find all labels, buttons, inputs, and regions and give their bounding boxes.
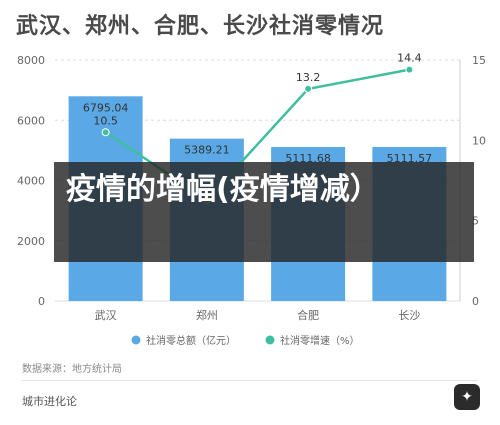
legend-marker-line [265,335,275,345]
x-tick-label: 武汉 [95,309,117,322]
x-tick-label: 长沙 [398,309,420,322]
growth-point-合肥 [304,84,313,93]
y-tick-label: 2000 [17,235,45,248]
legend-label-line: 社消零增速（%） [280,334,360,347]
bar-value-label: 5111.68 [285,152,331,165]
y2-tick-label: 10 [472,134,486,147]
y-tick-label: 6000 [17,114,45,127]
growth-point-长沙 [405,65,414,74]
headline-banner: 疫情的增幅(疫情增减） [54,162,474,262]
legend-marker-bar [131,335,141,345]
y2-tick-label: 0 [472,295,479,308]
headline-text: 疫情的增幅(疫情增减） [66,172,380,207]
y2-tick-label: 5 [472,215,479,228]
footer-divider [22,380,478,381]
bar-value-label: 5389.21 [184,144,230,157]
y-tick-label: 4000 [17,175,45,188]
y-tick-label: 8000 [17,54,45,67]
growth-point-武汉 [101,128,110,137]
brand-logo-icon: ✦ [454,384,480,410]
bar-value-label: 6795.04 [83,101,129,114]
legend-label-bar: 社消零总额（亿元） [146,334,236,347]
growth-value-label: 14.4 [397,52,422,65]
bar-value-label: 5111.57 [387,152,433,165]
x-tick-label: 合肥 [297,308,319,322]
brand-name: 城市进化论 [22,395,77,408]
y2-tick-label: 15 [472,54,486,67]
chart-title: 武汉、郑州、合肥、长沙社消零情况 [16,14,385,39]
x-tick-label: 郑州 [196,308,218,322]
growth-value-label: 10.5 [93,114,118,127]
growth-value-label: 13.2 [296,71,321,84]
source-note: 数据来源：地方统计局 [22,364,122,375]
y-tick-label: 0 [38,295,45,308]
